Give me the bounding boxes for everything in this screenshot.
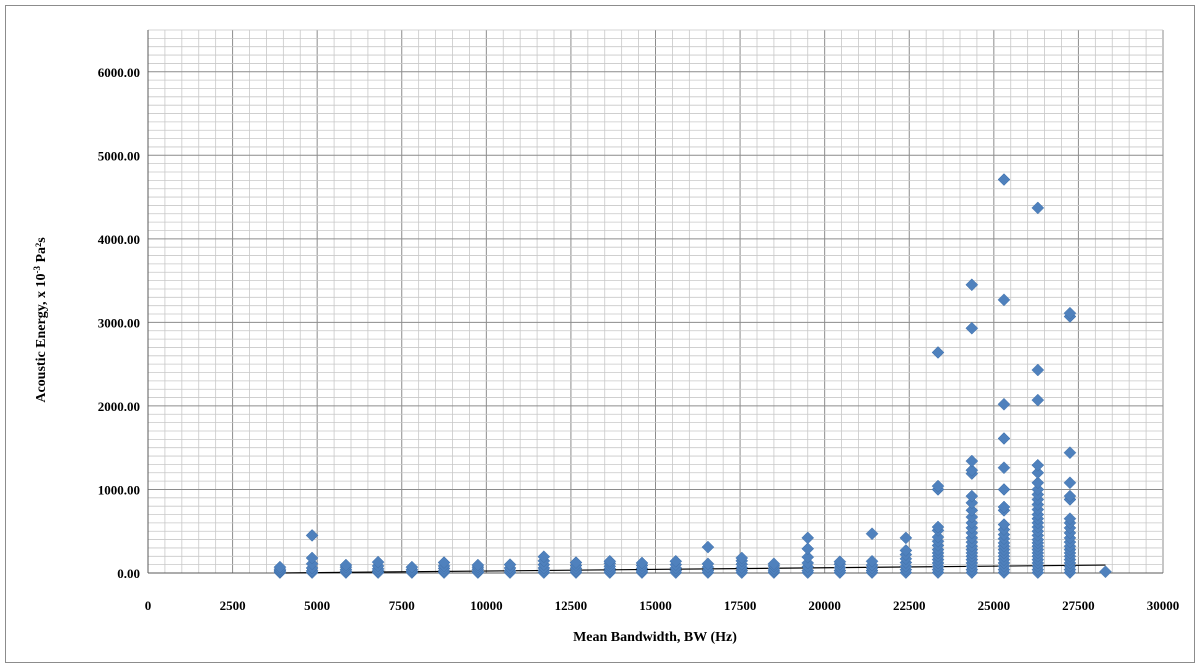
x-tick-label: 12500 — [555, 598, 588, 613]
data-point — [1031, 393, 1045, 407]
data-point — [965, 489, 979, 503]
data-point — [965, 510, 979, 524]
y-tick-label: 5000.00 — [98, 148, 140, 163]
y-tick-label: 4000.00 — [98, 232, 140, 247]
y-axis-title-prefix: Acoustic Energy, x 10 — [34, 274, 49, 403]
data-point — [1031, 483, 1045, 496]
data-point — [471, 558, 485, 572]
data-point — [931, 530, 945, 544]
data-point — [997, 483, 1011, 496]
data-point — [701, 557, 715, 571]
data-point — [801, 531, 815, 545]
data-point — [339, 558, 353, 572]
data-point — [997, 293, 1011, 307]
y-tick-label: 0.00 — [117, 566, 140, 581]
x-tick-label: 17500 — [724, 598, 757, 613]
data-point — [273, 560, 287, 574]
data-point — [997, 397, 1011, 411]
data-point — [997, 432, 1011, 445]
x-tick-label: 7500 — [389, 598, 415, 613]
y-tick-label: 3000.00 — [98, 315, 140, 330]
data-point — [305, 529, 319, 542]
data-point — [899, 531, 913, 545]
data-point — [931, 520, 945, 534]
data-point — [1063, 446, 1077, 460]
data-point — [965, 463, 979, 477]
x-tick-label: 30000 — [1147, 598, 1180, 613]
y-axis-title-suffix: Pa²s — [34, 237, 49, 266]
data-point — [833, 555, 847, 569]
data-point — [635, 556, 649, 570]
data-point — [1063, 489, 1077, 503]
data-point — [997, 500, 1011, 514]
data-point — [1063, 306, 1077, 320]
data-point — [305, 551, 319, 565]
x-tick-label: 5000 — [304, 598, 330, 613]
x-tick-labels: 0 2500 5000 7500 10000 12500 15000 17500 20000 22… — [145, 598, 1180, 613]
chart-frame — [5, 5, 1195, 663]
x-tick-label: 27500 — [1062, 598, 1095, 613]
data-point — [899, 544, 913, 557]
trendline — [279, 564, 1106, 574]
data-point — [1063, 476, 1077, 490]
data-point — [437, 556, 451, 569]
x-tick-label: 15000 — [639, 598, 672, 613]
x-axis-title: Mean Bandwidth, BW (Hz) — [573, 630, 737, 645]
data-point — [669, 554, 683, 568]
x-tick-label: 0 — [145, 598, 152, 613]
x-tick-label: 25000 — [978, 598, 1011, 613]
data-point — [801, 550, 815, 564]
data-point — [503, 558, 517, 571]
data-point — [1031, 363, 1045, 377]
data-point — [865, 527, 879, 541]
data-point — [371, 555, 385, 569]
y-tick-label: 1000.00 — [98, 482, 140, 497]
data-point — [1031, 466, 1045, 480]
data-point — [997, 461, 1011, 475]
data-point — [767, 557, 781, 571]
data-point — [1099, 565, 1112, 579]
y-tick-label: 6000.00 — [98, 65, 140, 80]
gridlines — [147, 29, 1164, 574]
data-points — [273, 173, 1112, 579]
data-point — [865, 554, 879, 568]
data-point — [801, 542, 815, 556]
data-point — [405, 560, 419, 574]
y-tick-labels: 0.00 1000.00 2000.00 3000.00 4000.00 5000.00 6… — [98, 65, 140, 581]
data-point — [1031, 458, 1045, 472]
data-point — [735, 551, 749, 565]
x-tick-label: 22500 — [893, 598, 926, 613]
data-point — [997, 518, 1011, 531]
data-point — [997, 173, 1011, 186]
data-point — [965, 454, 979, 468]
data-point — [965, 503, 979, 517]
y-tick-label: 2000.00 — [98, 399, 140, 414]
data-point — [931, 346, 945, 359]
data-point — [1063, 512, 1077, 526]
y-axis-title: Acoustic Energy, x 10-3 Pa²s — [32, 237, 49, 403]
data-point — [1031, 476, 1045, 490]
data-point — [569, 556, 583, 569]
y-axis-title-exponent: -3 — [32, 266, 42, 274]
data-point — [931, 479, 945, 493]
x-tick-label: 10000 — [470, 598, 503, 613]
data-point — [537, 550, 551, 564]
x-tick-label: 2500 — [220, 598, 246, 613]
x-tick-label: 20000 — [808, 598, 841, 613]
data-point — [965, 496, 979, 510]
data-point — [701, 540, 715, 554]
data-point — [1031, 201, 1045, 215]
data-point — [603, 554, 617, 568]
data-point — [965, 321, 979, 335]
data-point — [965, 278, 979, 292]
